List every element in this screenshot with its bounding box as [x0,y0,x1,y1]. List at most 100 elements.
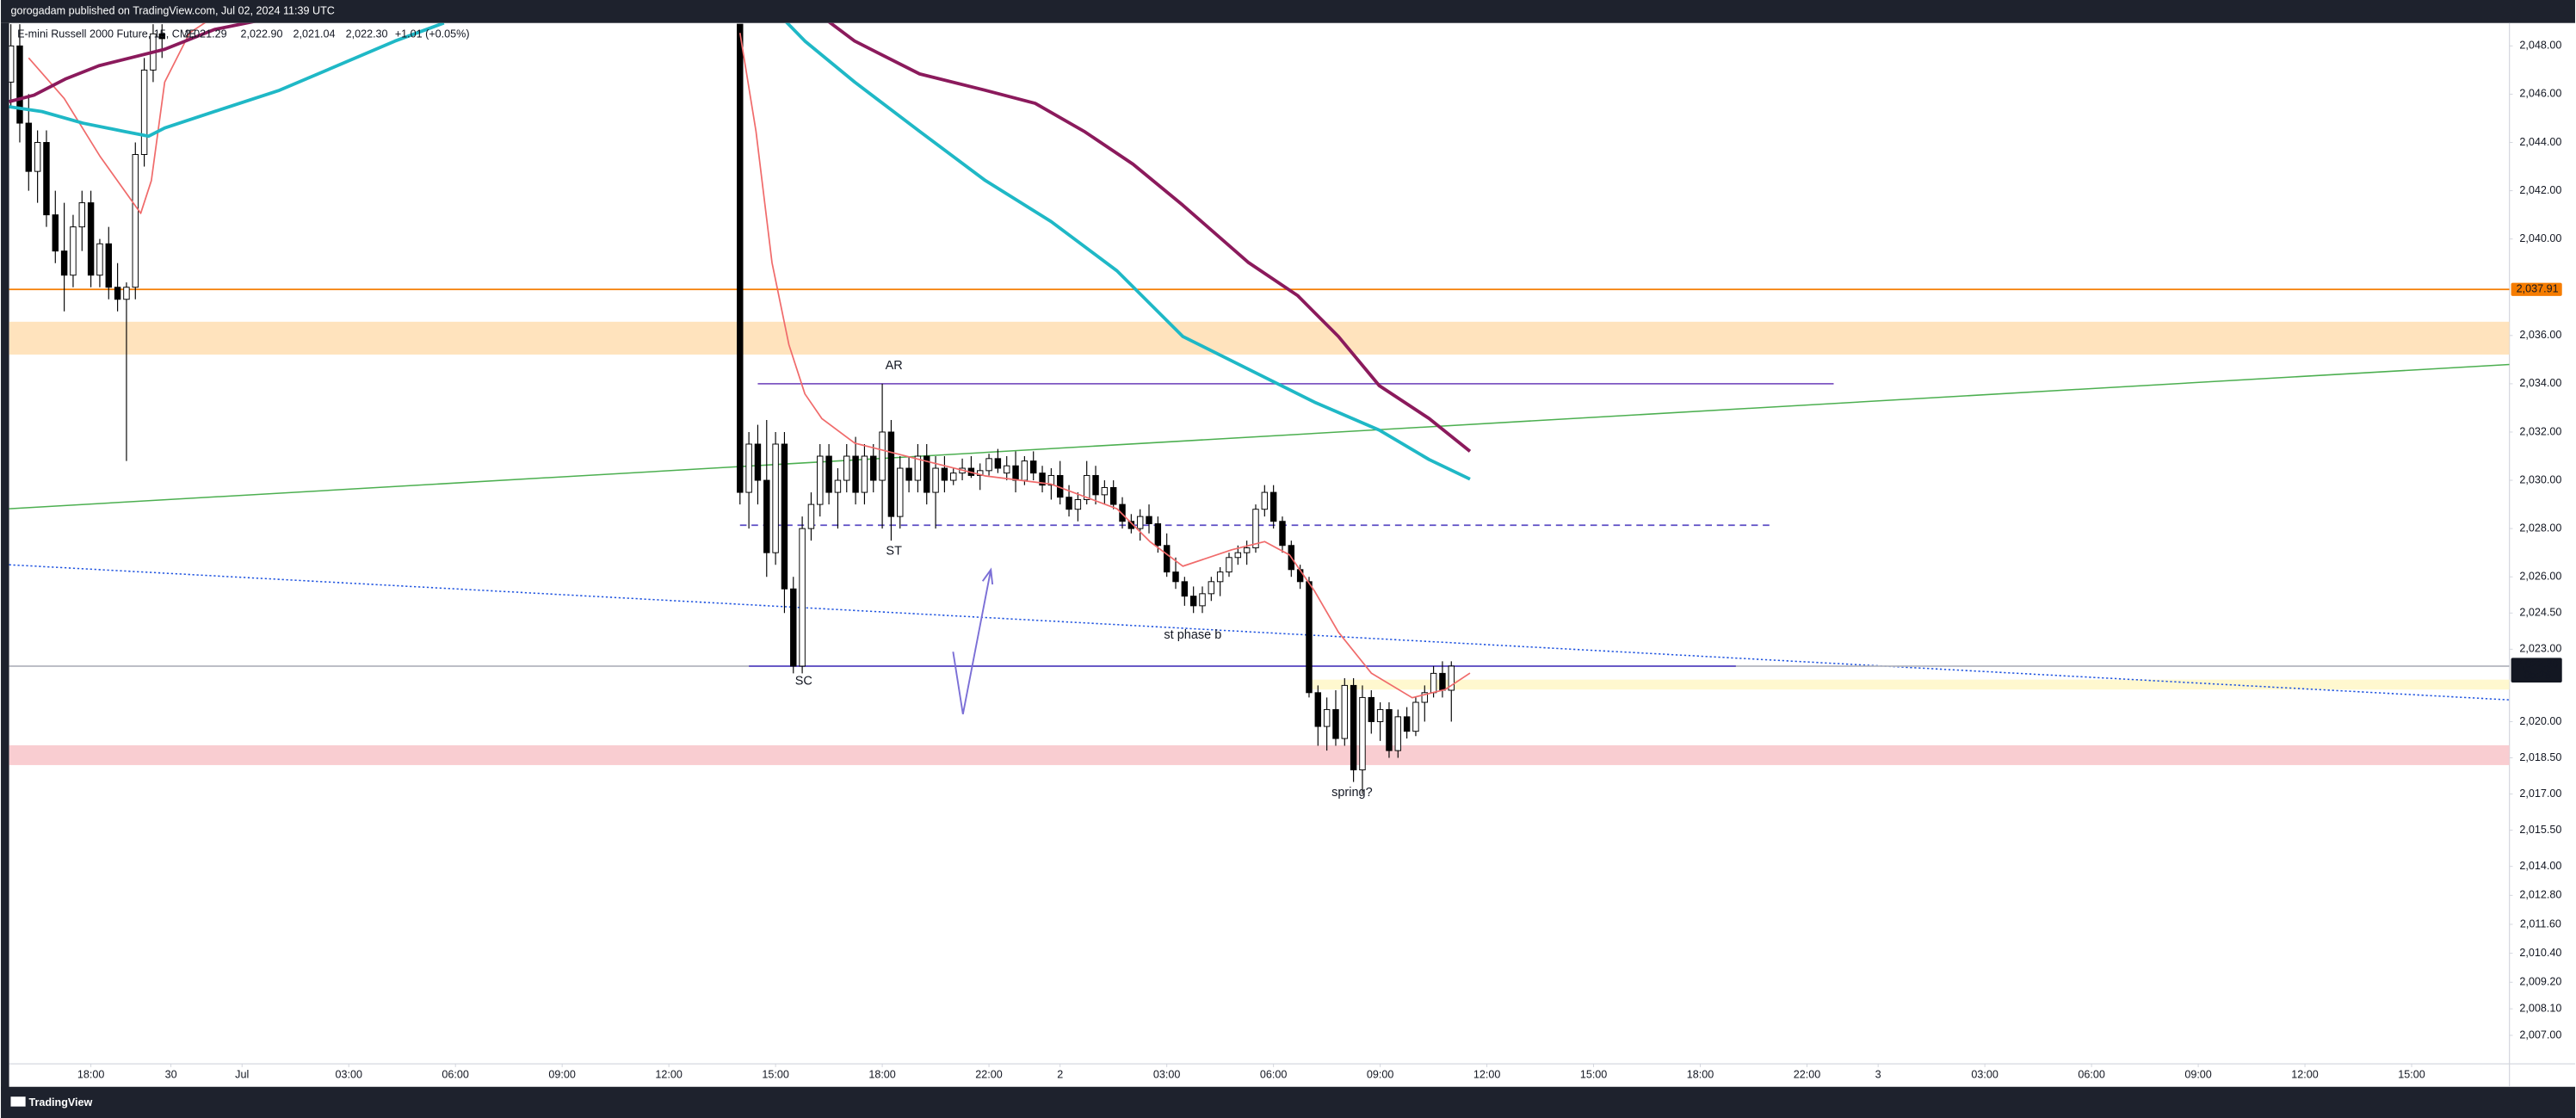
x-tick-label: 03:00 [335,1069,361,1081]
x-tick-label: 22:00 [1794,1069,1820,1081]
close: 2,022.30 [346,28,388,40]
x-tick-label: Jul [235,1069,249,1081]
candle-body [941,467,948,481]
candle-body [1323,708,1331,727]
overlay: E-mini Russell 2000 Future, 15, CME 2,02… [10,28,2562,1109]
candle-body [1279,521,1286,547]
y-tick-label: 2,042.00 [2519,184,2561,196]
price-tag [2511,658,2562,683]
x-tick-label: 2 [1057,1069,1063,1081]
candle-body [1154,523,1162,547]
plot-area [9,22,2510,794]
candle-body [1394,716,1402,751]
y-tick-label: 2,034.00 [2519,377,2561,389]
candle-body [1412,701,1419,732]
candle-body [34,142,41,172]
y-tick-label: 2,048.00 [2519,40,2561,52]
candle-body [1439,672,1446,691]
y-tick-label: 2,030.00 [2519,473,2561,485]
candle-body [1359,696,1366,771]
candle-body [52,214,59,252]
publisher: gorogadam published on TradingView.com, … [10,5,334,17]
annotation: SC [795,674,812,688]
annotation: spring? [1331,786,1373,800]
symbol: E-mini Russell 2000 Future, 15, CME [17,28,196,40]
candle-body [852,455,859,493]
x-tick-label: 12:00 [1473,1069,1500,1081]
candle-body [1376,708,1384,722]
x-tick-label: 15:00 [2398,1069,2425,1081]
candle-body [870,455,877,481]
candle-body [1306,581,1313,694]
price-tag-label: 2,022.30 [2517,658,2559,670]
x-tick-label: 03:00 [1153,1069,1180,1081]
footer-brand: TradingView [28,1096,92,1109]
y-tick-label: 2,007.00 [2519,1028,2561,1041]
x-tick-label: 06:00 [442,1069,468,1081]
candle-body [16,45,23,124]
candle-body [1066,497,1072,510]
x-tick-label: 09:00 [1367,1069,1393,1081]
candle-body [745,443,752,493]
candle-body [861,455,868,493]
y-tick-label: 2,032.00 [2519,425,2561,437]
y-tick-label: 2,023.00 [2519,643,2561,655]
arrow-drawing [952,567,994,714]
candle-body [1269,491,1277,522]
candle-body [25,122,33,172]
x-tick-label: 15:00 [762,1069,788,1081]
candle-body [60,250,68,276]
candle-body [772,443,779,553]
candle-body [70,226,77,276]
candle-body [1314,692,1322,727]
candle-body [1136,516,1144,529]
candle-body [924,455,930,493]
y-tick-label: 2,012.80 [2519,889,2561,901]
candle-body [950,473,957,481]
y-tick-label: 2,010.40 [2519,947,2561,959]
candle-body [763,479,770,553]
candle-body [1234,552,1242,559]
x-tick-label: 15:00 [1580,1069,1607,1081]
trendline [9,564,2510,701]
candle-body [1386,708,1393,751]
candle-body [114,287,121,300]
candle-body [834,479,842,493]
logo-mark [10,1096,26,1107]
candle-body [994,458,1002,469]
x-tick-label: 09:00 [548,1069,575,1081]
candle-body [1261,491,1269,510]
x-tick-label: 12:00 [2291,1069,2318,1081]
countdown: 05:28 [2523,670,2550,682]
candle-body [1163,545,1171,573]
candle-body [817,455,824,505]
candle-body [123,287,130,300]
candle-body [1146,516,1152,525]
top-bar [1,0,2575,23]
y-tick-label: 2,017.00 [2519,788,2561,800]
y-tick-label: 2,014.00 [2519,860,2561,872]
candle-body [737,23,744,493]
candle-body [807,503,815,529]
candle-body [1181,581,1189,597]
candle-body [105,243,112,288]
y-tick-label: 2,024.50 [2519,607,2561,619]
candle-body [790,588,797,667]
candle-body [1368,696,1375,722]
y-tick-label: 2,028.00 [2519,522,2561,534]
y-tick-label: 2,018.50 [2519,751,2561,763]
y-tick-label: 2,040.00 [2519,232,2561,244]
x-tick-label: 18:00 [77,1069,104,1081]
candle-body [1021,460,1029,481]
candle-body [1092,474,1099,496]
candle-body [1252,509,1259,549]
candle-body [158,33,165,40]
x-tick-label: 3 [1875,1069,1881,1081]
candle-body [1083,474,1090,500]
zone [1308,679,2510,690]
candle-body [1226,557,1232,573]
candle-body [132,154,139,288]
candle-body [78,202,86,228]
y-tick-label: 2,009.20 [2519,976,2561,988]
